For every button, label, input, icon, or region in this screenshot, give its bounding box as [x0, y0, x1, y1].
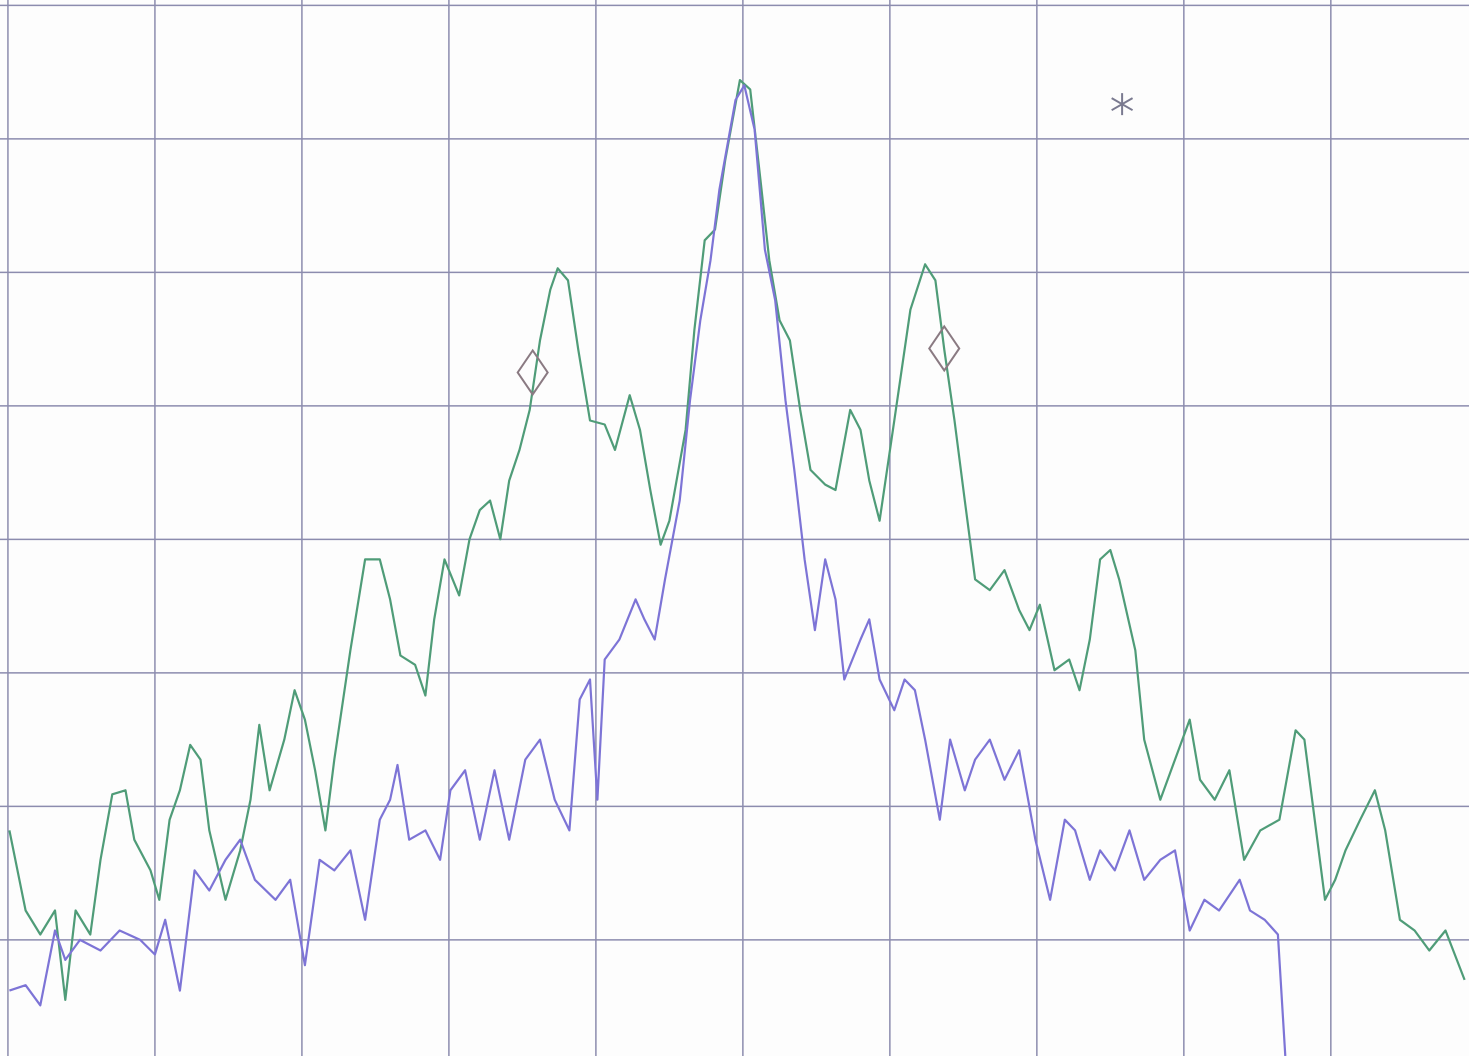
trace [8, 79, 1466, 1001]
marker [928, 324, 961, 373]
trace [9, 84, 1287, 1056]
marker [516, 348, 549, 397]
marker [1111, 93, 1134, 116]
